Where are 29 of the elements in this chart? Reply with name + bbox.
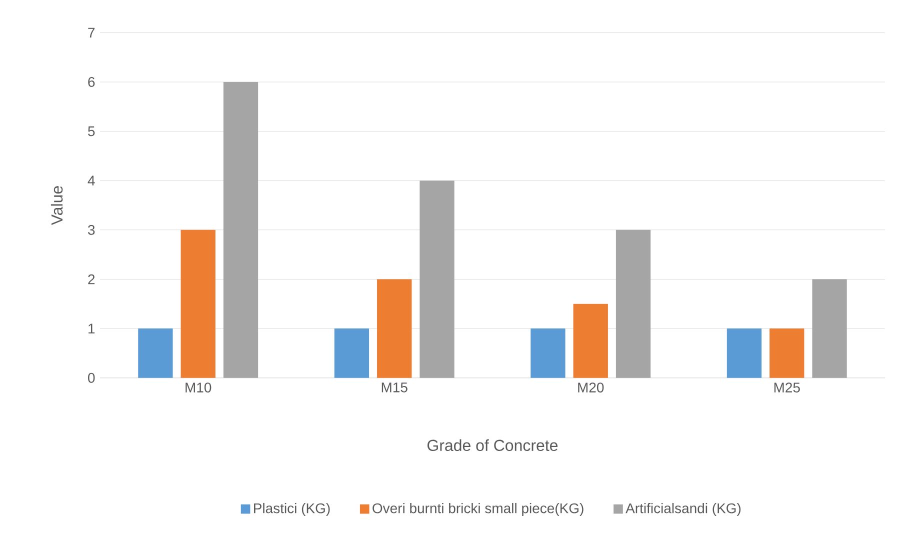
- bar: [616, 230, 651, 378]
- y-axis-title: Value: [50, 186, 63, 226]
- x-tick-label: M25: [774, 382, 800, 393]
- y-tick-label: 3: [88, 225, 95, 235]
- bar: [420, 180, 454, 378]
- bar: [726, 328, 762, 378]
- x-tick-label: M20: [578, 382, 604, 393]
- y-tick-label: 1: [88, 324, 95, 334]
- x-tick-label: M10: [186, 382, 212, 393]
- bar: [334, 328, 370, 378]
- bar: [377, 279, 412, 378]
- bar: [770, 328, 804, 378]
- bar: [530, 328, 566, 378]
- y-tick-label: 6: [88, 77, 95, 88]
- legend-label: Artificialsandi (KG): [626, 503, 741, 516]
- bar: [138, 328, 173, 378]
- bar: [573, 304, 608, 378]
- y-tick-label: 7: [88, 28, 95, 38]
- x-tick-label: M15: [382, 382, 408, 392]
- y-tick-label: 4: [88, 176, 95, 186]
- bar: [812, 279, 847, 378]
- legend-label: Plastici (KG): [254, 503, 330, 516]
- legend-label: Overi burnti bricki small piece(KG): [372, 503, 584, 516]
- y-tick-label: 5: [88, 126, 95, 136]
- y-tick-label: 2: [88, 274, 95, 284]
- y-tick-label: 0: [88, 373, 95, 383]
- bar: [180, 230, 216, 378]
- bar: [223, 82, 258, 378]
- x-axis-title: Grade of Concrete: [427, 439, 558, 452]
